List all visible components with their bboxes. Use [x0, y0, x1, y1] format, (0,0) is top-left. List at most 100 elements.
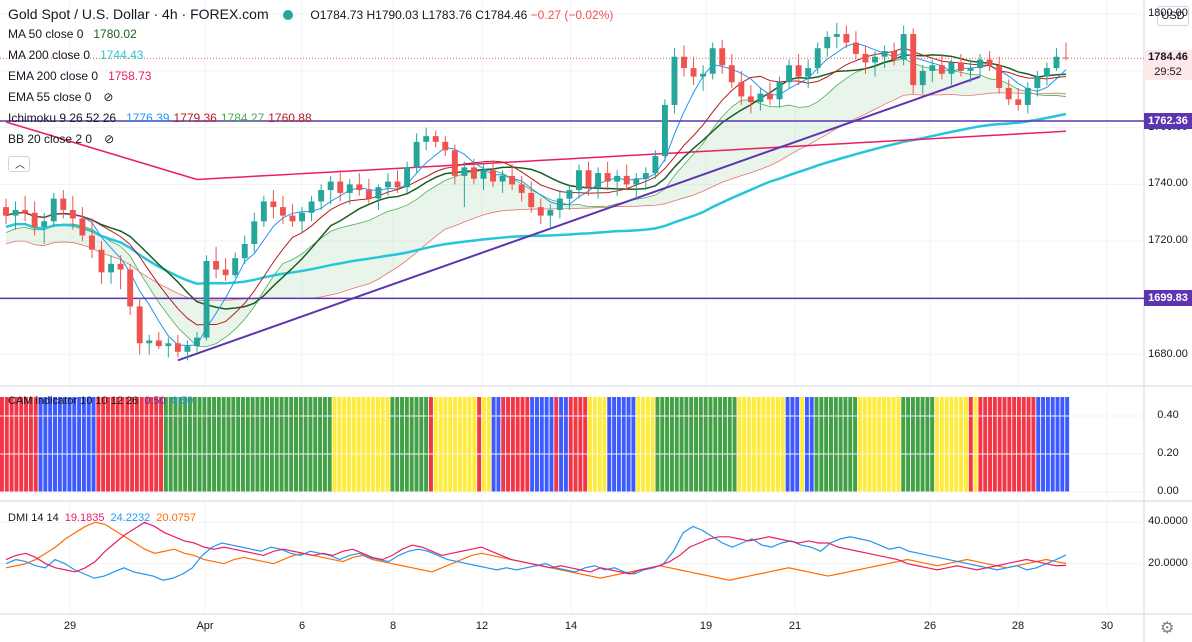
cam-bar [173, 397, 178, 492]
candle-body [509, 175, 516, 185]
legend-row[interactable]: MA 200 close 0 1744.43 [8, 48, 143, 62]
dmi-legend[interactable]: DMI 14 14 19.1835 24.2232 20.0757 [8, 512, 202, 524]
cam-bar [804, 397, 809, 492]
legend-value: CAM indicator 10 10 12 26 [8, 395, 139, 407]
cam-bar [274, 397, 279, 492]
current-price-value: 1784.46 [1148, 51, 1188, 64]
candle-body [900, 34, 907, 60]
ichimoku-cloud [6, 58, 1066, 347]
candle-body [1015, 99, 1022, 105]
symbol-title[interactable]: Gold Spot / U.S. Dollar · 4h · FOREX.com [8, 6, 269, 22]
legend-row[interactable]: BB 20 close 2 0 ⊘ [8, 132, 114, 146]
cam-bar [901, 397, 906, 492]
candle-body [1053, 56, 1060, 69]
cam-bar [915, 397, 920, 492]
gear-icon[interactable]: ⚙ [1160, 620, 1175, 637]
cam-bar [988, 397, 993, 492]
cam-bar [81, 397, 86, 492]
cam-bar [120, 397, 125, 492]
candle-body [79, 218, 86, 236]
cam-bar [1045, 397, 1050, 492]
legend-value: 24.2232 [110, 512, 151, 524]
cam-bar [255, 397, 260, 492]
currency-button[interactable]: USD [1157, 6, 1189, 26]
candle-body [299, 212, 305, 222]
cam-bar [77, 397, 82, 492]
cam-bar [1012, 397, 1017, 492]
price-tick-label: 1800.00 [1148, 7, 1188, 20]
legend-row[interactable]: EMA 200 close 0 1758.73 [8, 69, 151, 83]
cam-bar [713, 397, 718, 492]
cam-bar [453, 397, 458, 492]
legend-value: 1758.73 [108, 69, 152, 83]
candle-body [146, 340, 153, 344]
cam-bar [771, 397, 776, 492]
cam-bar [197, 397, 202, 492]
candle-body [413, 141, 420, 168]
cam-bar [506, 397, 511, 492]
candle-body [604, 173, 611, 182]
legend-value: 0.50 [171, 395, 194, 407]
cam-bar [96, 397, 101, 492]
candle-body [776, 82, 783, 100]
cam-bar [303, 397, 308, 492]
cam-bar [481, 397, 486, 492]
collapse-legend-button[interactable]: ︿ [8, 156, 30, 172]
eye-hidden-icon[interactable]: ⊘ [104, 132, 115, 146]
candle-body [652, 156, 659, 174]
eye-hidden-icon[interactable]: ⊘ [103, 90, 114, 104]
candle-body [642, 173, 649, 179]
cam-bar [409, 397, 414, 492]
cam-bar [510, 397, 515, 492]
time-tick-label: 6 [298, 620, 306, 632]
candle-body [986, 59, 993, 66]
candle-body [852, 42, 859, 54]
candle-body [98, 249, 105, 273]
cam-bar [395, 397, 400, 492]
cam-bar [448, 397, 453, 492]
cam-bar [115, 397, 120, 492]
legend-row[interactable]: EMA 55 close 0 ⊘ [8, 90, 113, 104]
cam-bar [814, 397, 819, 492]
cam-bar [857, 397, 862, 492]
cam-bar [28, 397, 33, 492]
candle-body [862, 53, 869, 63]
cam-bar [125, 397, 130, 492]
cam-bar [361, 397, 366, 492]
cam-bar [101, 397, 106, 492]
cam-indicator-legend[interactable]: CAM indicator 10 10 12 26 0.50 0.50 [8, 395, 199, 407]
cam-bar [862, 397, 867, 492]
time-tick-label: 30 [1100, 620, 1114, 632]
cam-bar [216, 397, 221, 492]
cam-bar [457, 397, 462, 492]
cam-bar [983, 397, 988, 492]
candle-body [786, 65, 793, 83]
cam-bar [997, 397, 1002, 492]
candle-body [843, 34, 850, 43]
candle-body [929, 65, 936, 71]
cam-bar [380, 397, 385, 492]
legend-value: 20.0757 [156, 512, 197, 524]
cam-bar [935, 397, 939, 492]
time-tick-label: 8 [389, 620, 397, 632]
time-tick-label: 26 [923, 620, 937, 632]
candle-body [1005, 87, 1012, 100]
cam-bar [356, 397, 361, 492]
time-tick-label: 12 [475, 620, 489, 632]
candle-body [1024, 87, 1031, 105]
cam-bar [154, 397, 159, 492]
candle-body [690, 68, 697, 77]
cam-bar [1007, 397, 1012, 492]
legend-row[interactable]: MA 50 close 0 1780.02 [8, 27, 137, 41]
candle-body [213, 261, 220, 270]
candle-body [872, 56, 878, 63]
candle-body [671, 56, 678, 105]
bar-countdown: 29:52 [1154, 66, 1182, 79]
legend-value: 1784.27 [220, 111, 265, 125]
legend-label: Ichimoku 9 26 52 26 [8, 111, 117, 125]
cam-bar [843, 397, 848, 492]
legend-label: EMA 55 close 0 [8, 90, 92, 104]
legend-row[interactable]: Ichimoku 9 26 52 26 1776.39 1779.36 1784.27… [8, 111, 312, 125]
cam-bar [737, 397, 742, 492]
